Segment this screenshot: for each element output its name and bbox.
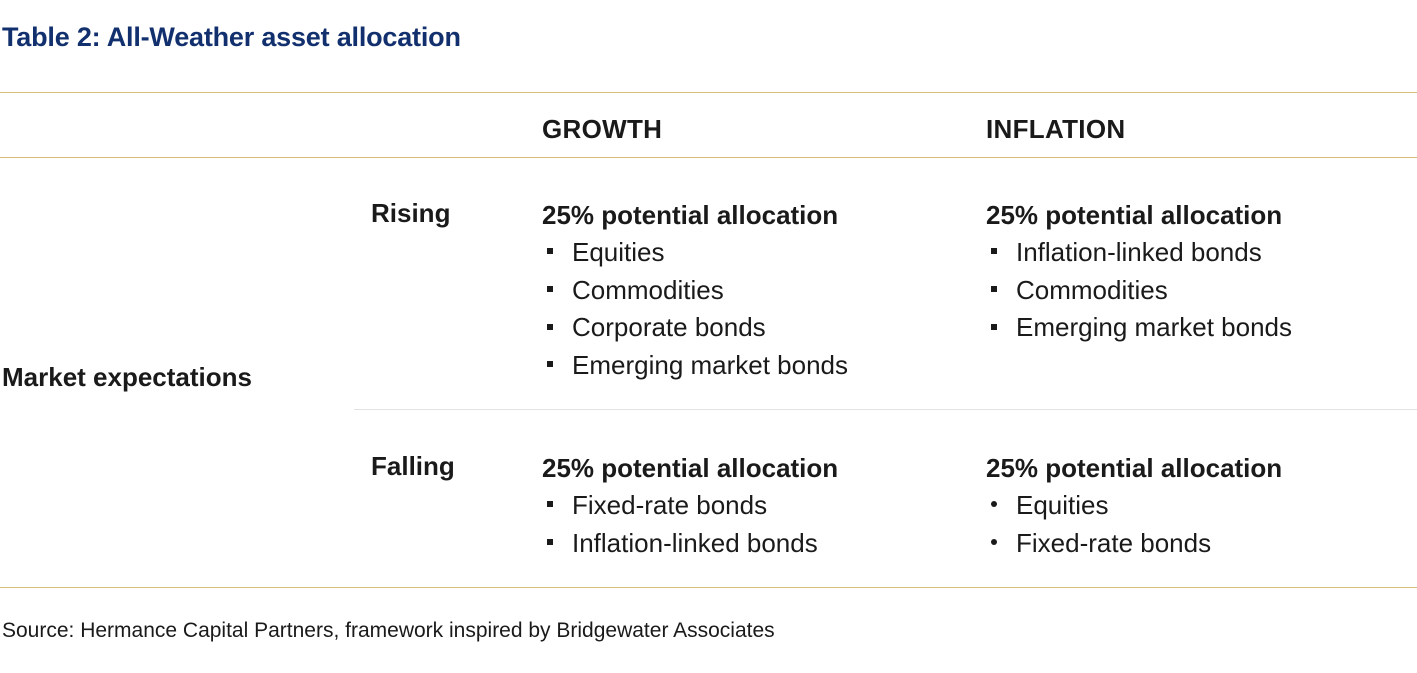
table-top-rule [0, 92, 1417, 93]
square-bullet-icon [544, 309, 556, 347]
list-item: Emerging market bonds [542, 347, 962, 385]
list-item: Commodities [986, 272, 1406, 310]
square-bullet-icon [544, 347, 556, 385]
table-bottom-rule [0, 587, 1417, 588]
list-item-label: Emerging market bonds [1016, 312, 1293, 343]
cell-rising-growth: 25% potential allocation Equities Commod… [542, 198, 962, 385]
list-item-label: Emerging market bonds [572, 350, 849, 381]
list-item-label: Commodities [572, 274, 724, 305]
allocation-label: 25% potential allocation [986, 453, 1283, 483]
list-item: Equities [986, 487, 1406, 525]
list-item-label: Inflation-linked bonds [572, 527, 818, 558]
allocation-label: 25% potential allocation [542, 200, 839, 230]
square-bullet-icon [988, 272, 1000, 310]
list-item: Inflation-linked bonds [986, 234, 1406, 272]
row-label-rising: Rising [371, 198, 451, 228]
list-item-label: Equities [1016, 490, 1109, 520]
header-bottom-rule [0, 157, 1417, 158]
square-bullet-icon [988, 234, 1000, 272]
column-header-growth: GROWTH [542, 114, 663, 144]
asset-list: Equities Commodities Corporate bonds Eme… [542, 234, 962, 385]
list-item-label: Equities [572, 237, 665, 267]
cell-rising-inflation: 25% potential allocation Inflation-linke… [986, 198, 1406, 347]
list-item-label: Fixed-rate bonds [1016, 527, 1212, 558]
square-bullet-icon [988, 309, 1000, 347]
square-bullet-icon [544, 525, 556, 563]
list-item-label: Corporate bonds [572, 312, 766, 343]
row-divider [354, 409, 1417, 410]
allocation-label: 25% potential allocation [986, 200, 1283, 230]
row-header-market-expectations: Market expectations [2, 362, 252, 392]
cell-falling-growth: 25% potential allocation Fixed-rate bond… [542, 451, 962, 562]
list-item: Emerging market bonds [986, 309, 1406, 347]
table-title: Table 2: All-Weather asset allocation [2, 22, 461, 52]
round-bullet-icon [988, 487, 1000, 525]
row-label-falling: Falling [371, 451, 455, 481]
asset-list: Inflation-linked bonds Commodities Emerg… [986, 234, 1406, 347]
cell-falling-inflation: 25% potential allocation Equities Fixed-… [986, 451, 1406, 562]
list-item: Commodities [542, 272, 962, 310]
allocation-label: 25% potential allocation [542, 453, 839, 483]
square-bullet-icon [544, 272, 556, 310]
round-bullet-icon [988, 525, 1000, 563]
list-item: Corporate bonds [542, 309, 962, 347]
column-header-inflation: INFLATION [986, 114, 1126, 144]
list-item-label: Commodities [1016, 274, 1168, 305]
list-item-label: Inflation-linked bonds [1016, 237, 1262, 267]
asset-list: Equities Fixed-rate bonds [986, 487, 1406, 562]
asset-list: Fixed-rate bonds Inflation-linked bonds [542, 487, 962, 562]
list-item: Equities [542, 234, 962, 272]
source-note: Source: Hermance Capital Partners, frame… [2, 619, 775, 642]
list-item: Fixed-rate bonds [986, 525, 1406, 563]
list-item: Inflation-linked bonds [542, 525, 962, 563]
list-item: Fixed-rate bonds [542, 487, 962, 525]
square-bullet-icon [544, 234, 556, 272]
square-bullet-icon [544, 487, 556, 525]
list-item-label: Fixed-rate bonds [572, 490, 768, 520]
